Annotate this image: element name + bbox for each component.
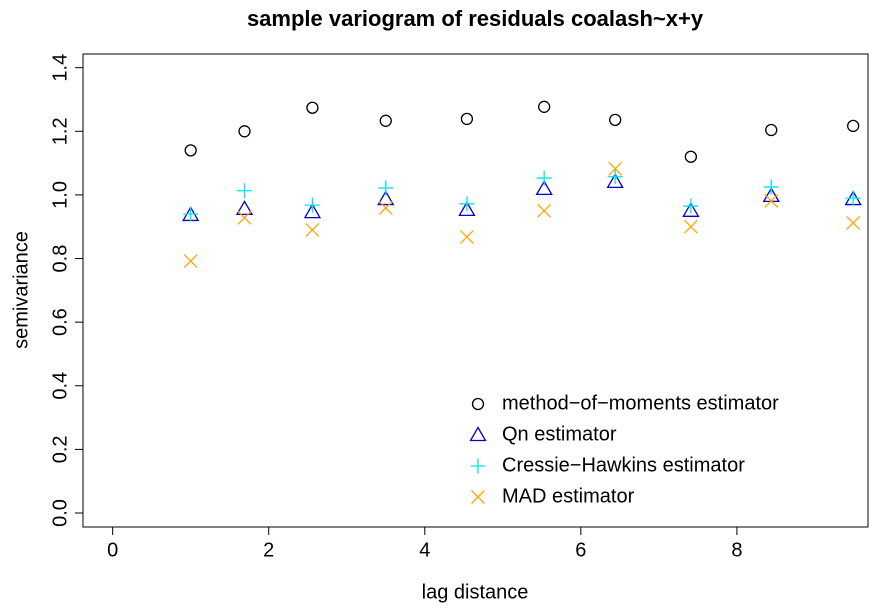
point [607, 169, 623, 185]
point [460, 112, 474, 126]
legend-label: method−of−moments estimator [502, 392, 779, 414]
x-tick-label: 8 [731, 539, 742, 561]
point [184, 144, 197, 157]
point [235, 200, 254, 216]
x-tick-label: 6 [575, 539, 586, 561]
point [304, 197, 320, 213]
point [682, 202, 700, 217]
point [763, 179, 779, 195]
y-tick-label: 0.4 [49, 372, 71, 400]
point [845, 190, 861, 206]
y-tick-label: 0.8 [49, 245, 71, 273]
point [683, 219, 698, 234]
point [535, 180, 553, 196]
point [608, 161, 623, 176]
point [306, 101, 319, 114]
y-tick-label: 1.2 [49, 117, 71, 145]
x-tick-label: 2 [263, 539, 274, 561]
point [183, 206, 199, 222]
point [459, 196, 475, 212]
point [378, 200, 393, 215]
point [846, 215, 861, 230]
point [537, 203, 552, 218]
point [606, 173, 624, 189]
legend-label: Cressie−Hawkins estimator [502, 454, 745, 476]
legend-marker [470, 458, 486, 474]
x-tick-label: 0 [107, 539, 118, 561]
point [847, 119, 860, 133]
legend-label: MAD estimator [502, 485, 635, 507]
point [237, 183, 253, 199]
legend-marker [471, 490, 485, 504]
point [536, 170, 552, 186]
point [764, 193, 779, 208]
x-axis-label: lag distance [422, 581, 529, 603]
plot-frame [82, 53, 869, 528]
point [377, 190, 395, 206]
point [305, 222, 320, 237]
x-tick-label: 4 [419, 539, 430, 561]
point [183, 254, 198, 269]
y-tick-label: 1.0 [49, 181, 71, 209]
legend-marker [469, 426, 487, 442]
point [238, 125, 251, 138]
point [609, 113, 622, 126]
point [303, 203, 322, 219]
y-tick-label: 0.2 [49, 435, 71, 463]
point [379, 114, 392, 127]
point [765, 123, 778, 137]
y-tick-label: 0.6 [49, 308, 71, 336]
point [237, 210, 252, 225]
y-tick-label: 1.4 [49, 54, 71, 82]
point [458, 201, 476, 217]
point [459, 229, 474, 244]
legend-label: Qn estimator [502, 423, 617, 445]
point [683, 198, 699, 214]
point [684, 150, 698, 163]
chart-title: sample variogram of residuals coalash~x+… [247, 6, 704, 31]
y-tick-label: 0.0 [49, 499, 71, 527]
y-axis-label: semivariance [10, 231, 32, 349]
point [538, 100, 551, 113]
point [378, 180, 394, 196]
legend-marker [471, 397, 485, 411]
